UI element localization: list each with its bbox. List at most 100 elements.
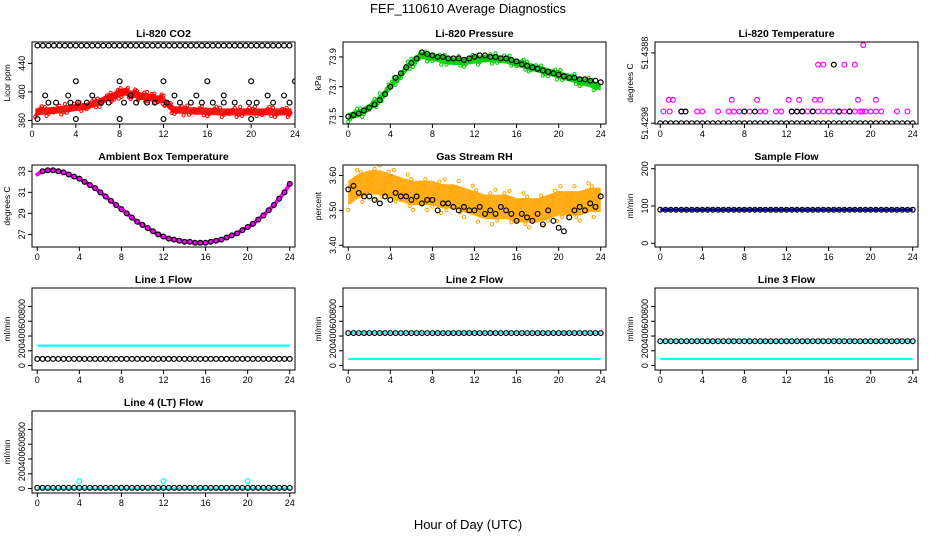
data-point (424, 50, 431, 57)
data-point (107, 197, 114, 204)
data-point (439, 53, 446, 60)
data-point (55, 355, 62, 362)
data-point (100, 42, 107, 49)
series-curve (35, 168, 292, 245)
data-point (517, 204, 523, 210)
panel-title: Gas Stream RH (436, 151, 512, 163)
data-point (909, 338, 916, 345)
data-point (418, 180, 423, 185)
data-point (859, 108, 866, 115)
data-point (171, 42, 178, 49)
x-tick-label: 20 (866, 129, 876, 139)
data-point (187, 42, 194, 49)
y-axis-label: percent (313, 191, 323, 220)
data-point (234, 230, 241, 237)
data-point (187, 99, 194, 106)
x-tick-label: 16 (201, 375, 211, 385)
data-point (270, 355, 277, 362)
data-point (785, 96, 792, 103)
data-point (269, 113, 274, 118)
data-point (482, 210, 489, 217)
data-point (160, 233, 167, 240)
data-point (539, 193, 544, 198)
x-tick-label: 8 (742, 375, 747, 385)
data-point (98, 99, 105, 106)
data-point (203, 111, 208, 116)
data-point (102, 193, 109, 200)
data-point (407, 203, 412, 209)
data-point (264, 92, 271, 99)
y-tick-label: 29 (17, 208, 27, 218)
data-point (820, 120, 827, 124)
x-tick-label: 24 (908, 129, 918, 139)
series-avg (39, 167, 293, 246)
data-point (555, 71, 562, 78)
data-point (176, 42, 183, 49)
data-point (118, 206, 125, 213)
data-point (412, 201, 417, 206)
x-tick-label: 16 (512, 252, 522, 262)
data-point (524, 214, 531, 221)
data-point (434, 207, 441, 214)
data-point (534, 210, 541, 217)
data-point (460, 56, 467, 63)
data-point (662, 120, 669, 124)
data-point (225, 108, 230, 113)
data-point (253, 99, 260, 106)
data-point (402, 185, 407, 190)
data-point (244, 355, 251, 362)
data-point (577, 218, 582, 223)
data-point (591, 214, 596, 220)
data-point (872, 96, 879, 103)
data-point (461, 214, 467, 220)
y-tick-label: 73.9 (328, 48, 338, 66)
data-point (134, 355, 141, 362)
data-point (281, 42, 288, 49)
x-tick-label: 4 (700, 252, 705, 262)
data-point (555, 224, 562, 231)
y-tick-label: 200 (328, 343, 338, 358)
data-point (244, 224, 251, 231)
x-tick-label: 16 (512, 129, 522, 139)
data-point (566, 214, 573, 221)
data-point (904, 120, 911, 124)
data-point (346, 207, 351, 213)
y-tick-label: 800 (328, 299, 338, 314)
data-point (597, 193, 604, 200)
data-point (57, 103, 62, 108)
y-tick-label: 0 (17, 486, 27, 491)
data-point (404, 178, 409, 184)
data-point (820, 108, 827, 115)
data-point (846, 108, 853, 115)
data-point (529, 217, 536, 224)
y-tick-label: 73.5 (328, 108, 338, 126)
data-point (56, 42, 63, 49)
data-point (207, 355, 214, 362)
data-point (72, 42, 79, 49)
data-point (899, 120, 906, 124)
y-tick-label: 200 (640, 343, 650, 358)
data-point (149, 42, 156, 49)
data-point (377, 91, 382, 96)
data-point (477, 213, 482, 218)
data-point (171, 92, 178, 99)
x-tick-label: 20 (554, 129, 564, 139)
series-cyan (37, 344, 290, 347)
data-point (563, 201, 568, 206)
data-point (34, 355, 41, 362)
data-point (487, 207, 494, 214)
y-tick-label: 3.50 (328, 202, 338, 220)
data-point (888, 120, 895, 124)
series-band (37, 344, 290, 347)
series-band (348, 332, 601, 335)
data-point (155, 355, 162, 362)
plot-area (345, 49, 604, 124)
data-point (518, 61, 525, 68)
series-avg (34, 42, 295, 123)
data-point (455, 55, 462, 62)
data-point (388, 180, 393, 185)
data-point (192, 106, 197, 112)
